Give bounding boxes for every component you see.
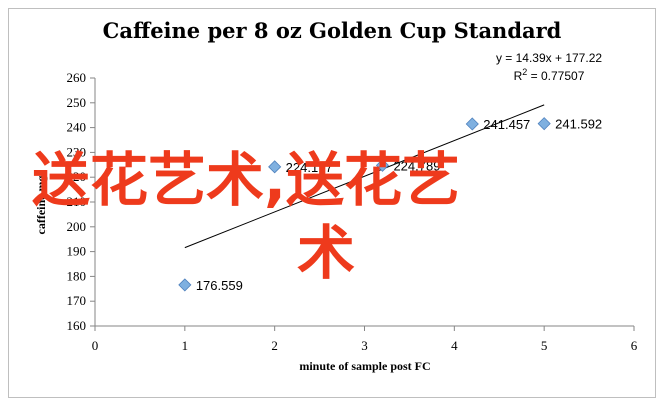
y-axis-ticks: 160 170 180 190 200 210 220 230 240 250 260 — [67, 70, 95, 333]
y-tick-label: 260 — [67, 70, 87, 85]
data-point-label: 176.559 — [196, 278, 243, 293]
x-axis-label: minute of sample post FC — [299, 359, 430, 373]
watermark-line-1: 送花艺术,送花艺 — [32, 146, 460, 214]
chart-frame — [8, 8, 656, 398]
y-tick-label: 180 — [67, 268, 87, 283]
trendline — [184, 104, 545, 249]
data-points: 176.559 224.177 224.789 241.457 241.592 — [178, 117, 602, 293]
x-tick-label: 4 — [451, 338, 458, 353]
x-tick-label: 3 — [361, 338, 368, 353]
x-tick-label: 0 — [92, 338, 99, 353]
data-point-marker — [268, 160, 282, 174]
y-axis-label: caffeine mg — [34, 176, 48, 235]
y-tick-label: 230 — [67, 144, 87, 159]
y-tick-label: 240 — [67, 120, 87, 135]
y-tick-label: 160 — [67, 318, 87, 333]
chart-title: Caffeine per 8 oz Golden Cup Standard — [103, 18, 562, 43]
watermark-line-2: 术 — [297, 219, 355, 287]
y-tick-label: 200 — [67, 219, 87, 234]
x-tick-label: 6 — [631, 338, 638, 353]
x-tick-label: 1 — [182, 338, 189, 353]
data-point-marker — [178, 278, 192, 292]
x-axis-ticks: 0 1 2 3 4 5 6 — [92, 326, 638, 353]
data-point-label: 224.177 — [286, 160, 333, 175]
data-point-label: 224.789 — [393, 158, 440, 173]
trendline-equation: y = 14.39x + 177.22 — [496, 51, 602, 65]
y-tick-label: 190 — [67, 244, 87, 259]
y-tick-label: 210 — [67, 194, 87, 209]
x-tick-label: 5 — [541, 338, 548, 353]
x-tick-label: 2 — [271, 338, 278, 353]
data-point-label: 241.592 — [555, 117, 602, 132]
data-point-label: 241.457 — [483, 117, 530, 132]
y-tick-label: 220 — [67, 169, 87, 184]
data-point-marker — [465, 117, 479, 131]
data-point-marker — [375, 158, 390, 172]
y-tick-label: 250 — [67, 95, 87, 110]
trendline-r-squared: R2 = 0.77507 — [514, 67, 585, 83]
data-point-marker — [537, 117, 551, 131]
y-tick-label: 170 — [67, 293, 87, 308]
